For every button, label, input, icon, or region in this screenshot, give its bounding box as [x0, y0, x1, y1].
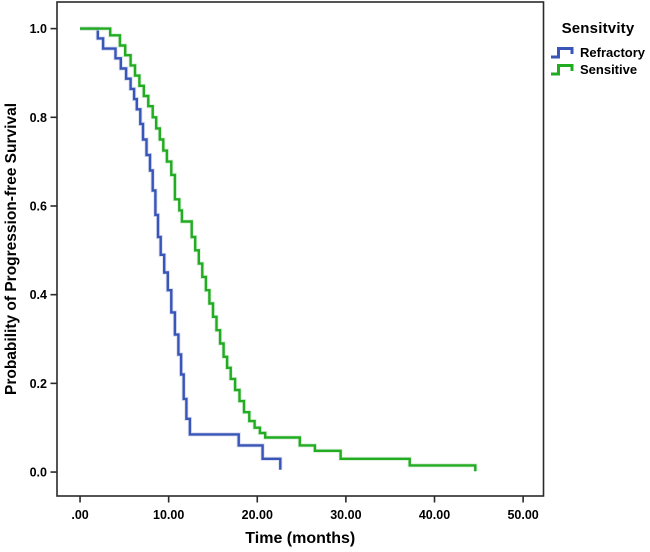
refractory-step-line — [551, 47, 574, 59]
x-axis-tick-label: 50.00 — [507, 508, 538, 522]
refractory-curve — [80, 27, 282, 470]
y-axis-title: Probability of Progression-free Survival — [3, 103, 20, 395]
legend: Sensitvity Refractory Sensitive — [546, 20, 650, 78]
legend-item-sensitive: Sensitive — [550, 61, 650, 77]
x-axis-title: Time (months) — [245, 530, 355, 547]
x-axis-tick-label: 20.00 — [242, 508, 273, 522]
y-axis-tick-label: 0.4 — [30, 288, 47, 302]
plot-frame — [56, 1, 545, 497]
x-axis-tick-label: 30.00 — [330, 508, 361, 522]
refractory-step-icon — [551, 47, 574, 59]
y-axis-tick-label: 0.0 — [30, 466, 47, 480]
y-axis-tick-label: 1.0 — [30, 22, 47, 36]
sensitive-curve — [80, 27, 477, 472]
y-axis-tick-label: 0.2 — [30, 377, 47, 391]
sensitive-step-line — [551, 64, 574, 76]
legend-items: Refractory Sensitive — [546, 44, 650, 77]
legend-item-refractory: Refractory — [550, 44, 650, 60]
legend-label-sensitive: Sensitive — [580, 61, 638, 77]
y-axis-tick-label: 0.8 — [30, 111, 47, 125]
x-axis-tick-label: .00 — [71, 508, 88, 522]
y-axis-tick-label: 0.6 — [30, 199, 47, 213]
legend-title: Sensitvity — [561, 20, 635, 37]
sensitive-step-icon — [551, 64, 574, 76]
x-axis-tick-label: 10.00 — [153, 508, 184, 522]
legend-label-refractory: Refractory — [580, 44, 646, 60]
x-axis-tick-label: 40.00 — [419, 508, 450, 522]
